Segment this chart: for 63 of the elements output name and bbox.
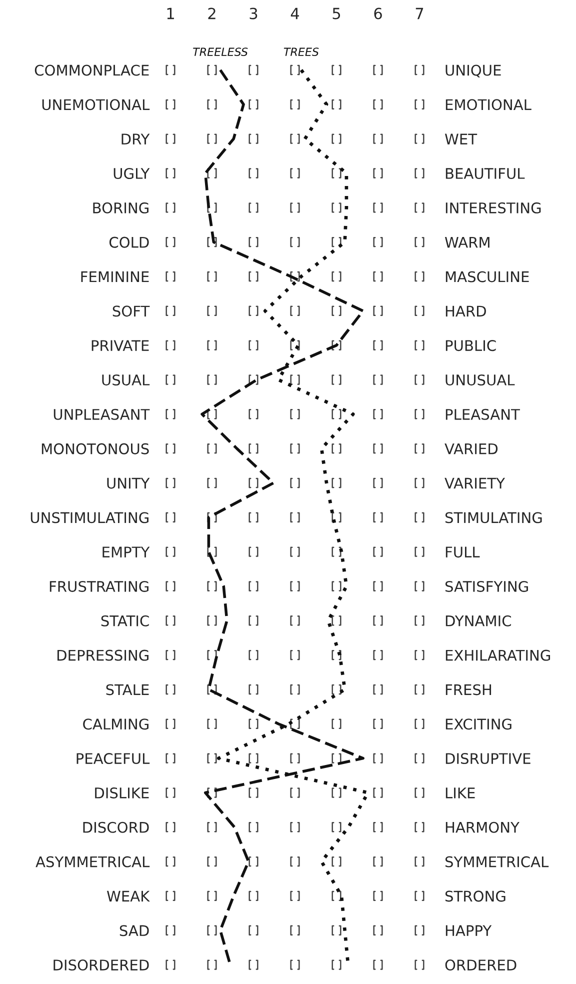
series-label: TREELESS bbox=[193, 48, 248, 56]
y2-tick-label: VARIED bbox=[444, 443, 498, 454]
y2-tick-label: VARIETY bbox=[444, 478, 506, 489]
y2-tick-label: HAPPY bbox=[446, 925, 492, 936]
y-tick-label: SOFT bbox=[112, 306, 150, 317]
y2-tick-label: EXCITING bbox=[446, 718, 512, 730]
y-tick-label: DRY bbox=[122, 134, 150, 144]
y-tick-label: COLD bbox=[109, 236, 149, 248]
y2-tick-label: FRESH bbox=[446, 684, 492, 696]
y2-tick-label: BEAUTIFUL bbox=[446, 168, 525, 179]
y-tick-label: WEAK bbox=[106, 890, 150, 902]
y2-tick-label: SYMMETRICAL bbox=[445, 856, 549, 868]
y-tick-label: DISCORD bbox=[83, 822, 149, 833]
y-tick-label: CALMING bbox=[83, 718, 148, 730]
y-tick-label: DISORDERED bbox=[54, 960, 149, 971]
y-tick-label: STATIC bbox=[101, 615, 149, 626]
y-tick-label: MONOTONOUS bbox=[42, 443, 149, 454]
y-tick-label: UNEMOTIONAL bbox=[42, 99, 150, 110]
y-tick-label: BORING bbox=[93, 202, 148, 214]
y2-tick-label: HARMONY bbox=[446, 822, 520, 833]
y-tick-label: DISLIKE bbox=[95, 787, 149, 798]
y2-tick-label: PUBLIC bbox=[446, 340, 496, 352]
y2-tick-label: EMOTIONAL bbox=[446, 99, 532, 110]
y2-tick-label: DYNAMIC bbox=[446, 615, 511, 626]
y2-tick-label: FULL bbox=[446, 546, 480, 558]
x-tick-label: 7 bbox=[416, 8, 424, 20]
y-tick-label: SAD bbox=[120, 925, 149, 936]
x-tick-label: 3 bbox=[250, 8, 258, 20]
y2-tick-label: WARM bbox=[444, 236, 490, 248]
y-tick-label: FEMININE bbox=[81, 271, 149, 282]
x-tick-label: 1 bbox=[167, 8, 174, 20]
y2-tick-label: LIKE bbox=[446, 788, 475, 798]
y2-tick-label: STRONG bbox=[445, 890, 506, 902]
x-tick-label: 6 bbox=[374, 8, 382, 20]
y-tick-label: EMPTY bbox=[102, 546, 150, 558]
y2-tick-label: ORDERED bbox=[445, 960, 516, 971]
y-tick-label: UNPLEASANT bbox=[54, 408, 150, 420]
y-tick-label: UGLY bbox=[114, 168, 150, 179]
y2-tick-label: WET bbox=[444, 134, 478, 144]
x-tick-label: 5 bbox=[332, 8, 340, 20]
y-tick-label: DEPRESSING bbox=[57, 650, 148, 661]
y-tick-label: PEACEFUL bbox=[76, 753, 150, 764]
y2-tick-label: STIMULATING bbox=[445, 512, 542, 524]
x-tick-label: 4 bbox=[290, 8, 300, 20]
y2-tick-label: INTERESTING bbox=[446, 202, 541, 214]
y2-tick-label: PLEASANT bbox=[446, 408, 520, 420]
y2-tick-label: UNIQUE bbox=[446, 64, 501, 78]
y2-tick-label: MASCULINE bbox=[446, 271, 529, 282]
y-tick-label: PRIVATE bbox=[92, 340, 149, 351]
y-tick-label: STALE bbox=[106, 684, 149, 696]
y-tick-label: ASYMMETRICAL bbox=[36, 856, 150, 868]
y2-tick-label: EXHILARATING bbox=[446, 650, 550, 661]
y-tick-label: UNSTIMULATING bbox=[30, 512, 148, 524]
y2-tick-label: DISRUPTIVE bbox=[446, 753, 530, 764]
x-tick-label: 2 bbox=[208, 8, 216, 20]
y-tick-label: USUAL bbox=[102, 374, 150, 386]
y2-tick-label: HARD bbox=[446, 306, 486, 316]
y-tick-label: FRUSTRATING bbox=[50, 580, 148, 592]
y-tick-label: COMMONPLACE bbox=[34, 64, 149, 76]
y-tick-label: UNITY bbox=[107, 478, 150, 489]
y2-tick-label: UNUSUAL bbox=[446, 374, 515, 386]
series-label: TREES bbox=[284, 48, 319, 56]
y2-tick-label: SATISFYING bbox=[445, 580, 528, 592]
